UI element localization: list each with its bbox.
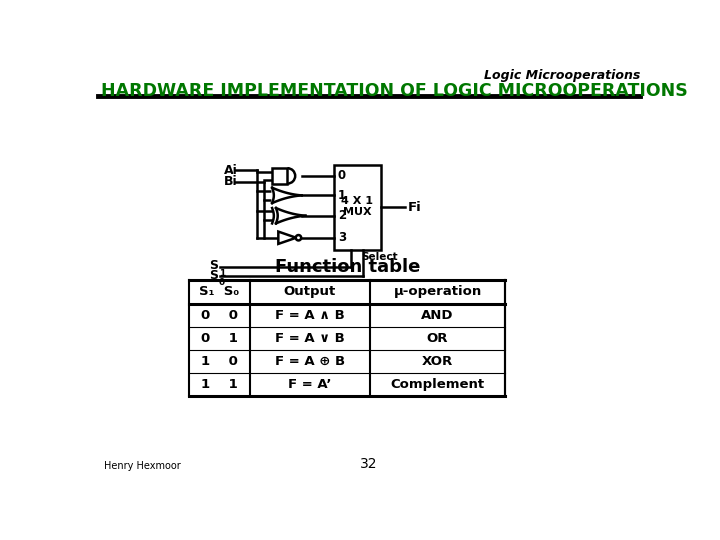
Text: 1    1: 1 1 — [201, 378, 238, 391]
Text: 0: 0 — [219, 278, 225, 287]
Polygon shape — [276, 208, 305, 224]
Polygon shape — [272, 188, 302, 203]
Text: Select: Select — [361, 252, 398, 262]
Text: MUX: MUX — [343, 207, 372, 217]
Polygon shape — [334, 165, 381, 249]
Text: Bi: Bi — [224, 176, 238, 188]
Text: μ-operation: μ-operation — [393, 286, 482, 299]
Text: AND: AND — [421, 308, 454, 321]
Polygon shape — [279, 232, 296, 244]
Text: F = A ∨ B: F = A ∨ B — [275, 332, 345, 345]
Polygon shape — [272, 168, 287, 184]
Text: 1    0: 1 0 — [201, 355, 238, 368]
Text: 0    0: 0 0 — [201, 308, 238, 321]
Text: OR: OR — [427, 332, 449, 345]
Text: S₁  S₀: S₁ S₀ — [199, 286, 240, 299]
Text: 1: 1 — [219, 269, 225, 278]
Text: 0    1: 0 1 — [201, 332, 238, 345]
Text: S: S — [209, 268, 218, 281]
Text: 0: 0 — [338, 170, 346, 183]
Text: XOR: XOR — [422, 355, 453, 368]
Text: F = A’: F = A’ — [288, 378, 331, 391]
Text: 1: 1 — [338, 189, 346, 202]
Text: Logic Microoperations: Logic Microoperations — [484, 69, 640, 82]
Text: F = A ⊕ B: F = A ⊕ B — [274, 355, 345, 368]
Text: 3: 3 — [338, 231, 346, 244]
Text: Complement: Complement — [390, 378, 485, 391]
Text: Function table: Function table — [274, 258, 420, 275]
Text: HARDWARE IMPLEMENTATION OF LOGIC MICROOPERATIONS: HARDWARE IMPLEMENTATION OF LOGIC MICROOP… — [101, 82, 688, 100]
Text: F = A ∧ B: F = A ∧ B — [275, 308, 345, 321]
Circle shape — [296, 235, 301, 240]
Text: S: S — [209, 259, 218, 272]
Text: Henry Hexmoor: Henry Hexmoor — [104, 461, 181, 471]
Text: 4 X 1: 4 X 1 — [341, 196, 374, 206]
Text: Ai: Ai — [224, 164, 238, 177]
Text: 2: 2 — [338, 209, 346, 222]
Text: Fi: Fi — [408, 201, 421, 214]
Text: 32: 32 — [360, 457, 378, 471]
Text: Output: Output — [284, 286, 336, 299]
